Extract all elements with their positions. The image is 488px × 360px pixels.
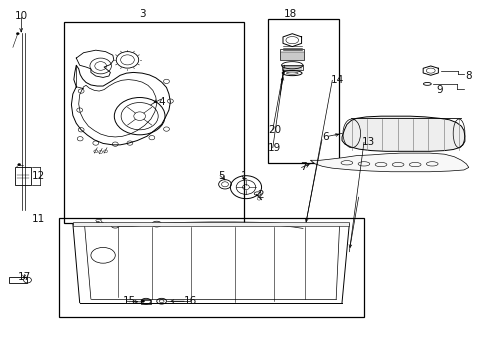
Bar: [64, 22, 244, 223]
Text: 15: 15: [123, 296, 136, 306]
Polygon shape: [341, 116, 464, 151]
Text: 14: 14: [330, 75, 343, 85]
Text: 19: 19: [267, 143, 281, 153]
Text: 10: 10: [15, 11, 28, 21]
Text: 4: 4: [158, 97, 164, 107]
Bar: [280, 49, 304, 60]
Ellipse shape: [104, 223, 108, 226]
Polygon shape: [310, 153, 468, 172]
Ellipse shape: [16, 33, 19, 35]
Text: 20: 20: [267, 125, 281, 135]
Ellipse shape: [142, 300, 144, 302]
Bar: [282, 65, 302, 69]
Text: 12: 12: [32, 171, 45, 181]
Bar: [59, 219, 363, 317]
Text: 11: 11: [32, 214, 45, 224]
Bar: [9, 277, 26, 283]
Bar: [73, 222, 348, 226]
Text: 3: 3: [139, 9, 145, 19]
Text: 5: 5: [217, 171, 224, 181]
Text: 7: 7: [299, 162, 305, 172]
Text: 13: 13: [362, 138, 375, 147]
Bar: [15, 167, 31, 185]
Text: 1: 1: [241, 171, 247, 181]
Ellipse shape: [100, 222, 104, 225]
Text: 8: 8: [465, 71, 471, 81]
Text: 18: 18: [284, 9, 297, 19]
Text: 6: 6: [322, 132, 328, 142]
Ellipse shape: [18, 163, 20, 166]
Text: 9: 9: [435, 85, 442, 95]
Text: 2: 2: [256, 190, 263, 200]
Text: 17: 17: [18, 272, 31, 282]
Text: 16: 16: [184, 296, 197, 306]
Bar: [267, 19, 338, 163]
Ellipse shape: [96, 222, 100, 225]
Bar: [141, 300, 151, 304]
